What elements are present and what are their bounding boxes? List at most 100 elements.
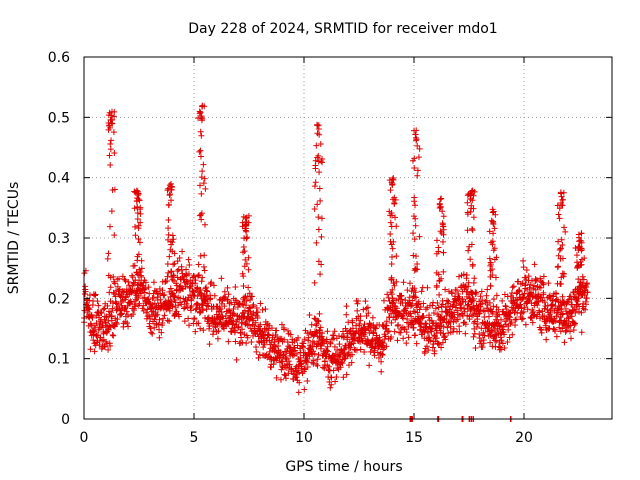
data-point [200,263,207,270]
data-point [159,287,166,294]
data-point [135,225,142,232]
data-point [429,325,436,332]
data-point [224,284,231,291]
data-point [393,223,400,230]
data-point [520,264,527,271]
data-point [282,375,289,382]
data-point [147,325,154,332]
data-point [93,333,100,340]
data-point [414,266,421,273]
data-point [327,340,334,347]
data-point [483,297,490,304]
data-point [109,331,116,338]
data-point [185,256,192,263]
data-point [584,289,591,296]
data-point [166,253,173,260]
data-point [436,200,443,207]
data-point [550,293,557,300]
data-point [89,314,96,321]
data-point [188,296,195,303]
x-tick-label: 0 [80,430,89,446]
data-point [451,314,458,321]
data-point [470,311,477,318]
data-point [414,309,421,316]
data-point [240,244,247,251]
data-point [412,215,419,222]
data-point [191,273,198,280]
data-point [105,346,112,353]
data-point [470,296,477,303]
data-point [304,364,311,371]
data-point [359,337,366,344]
data-point [448,290,455,297]
data-point [296,369,303,376]
data-point [556,324,563,331]
data-point [407,310,414,317]
data-point [312,330,319,337]
data-point [575,276,582,283]
data-point [202,185,209,192]
data-point [466,243,473,250]
data-point [149,305,156,312]
data-point [538,294,545,301]
data-point [187,283,194,290]
data-point [137,290,144,297]
data-point [512,316,519,323]
data-point [332,378,339,385]
data-point [388,319,395,326]
data-point [227,317,234,324]
data-point [168,298,175,305]
data-point [375,337,382,344]
data-point [135,235,142,242]
data-point [389,254,396,261]
data-point [103,329,110,336]
data-point [224,320,231,327]
data-point [472,345,479,352]
data-point [86,306,93,313]
data-point [357,346,364,353]
data-point [134,204,141,211]
data-point [277,376,284,383]
data-point [118,311,125,318]
data-point [412,222,419,229]
data-point [165,269,172,276]
data-point [481,332,488,339]
data-point [400,315,407,322]
data-point [169,232,176,239]
data-point [137,219,144,226]
data-point [183,266,190,273]
data-point [247,296,254,303]
data-point [219,315,226,322]
data-point [243,297,250,304]
data-point [404,287,411,294]
data-point [147,315,154,322]
data-point [240,282,247,289]
data-point [362,298,369,305]
data-point [334,347,341,354]
data-point [415,154,422,161]
data-point [445,288,452,295]
data-point [489,266,496,273]
data-point [433,284,440,291]
data-point [387,219,394,226]
data-point [168,268,175,275]
data-point [405,299,412,306]
data-point [360,306,367,313]
data-point [159,320,166,327]
data-point [132,189,139,196]
data-point [300,340,307,347]
data-point [559,270,566,277]
data-point [541,299,548,306]
data-point [313,239,320,246]
data-point [130,311,137,318]
data-point [196,148,203,155]
data-point [107,223,114,230]
data-point [168,273,175,280]
data-point [388,261,395,268]
data-point [456,323,463,330]
data-point [246,322,253,329]
data-point [406,280,413,287]
data-point [91,292,98,299]
data-point [393,253,400,260]
data-point [390,280,397,287]
